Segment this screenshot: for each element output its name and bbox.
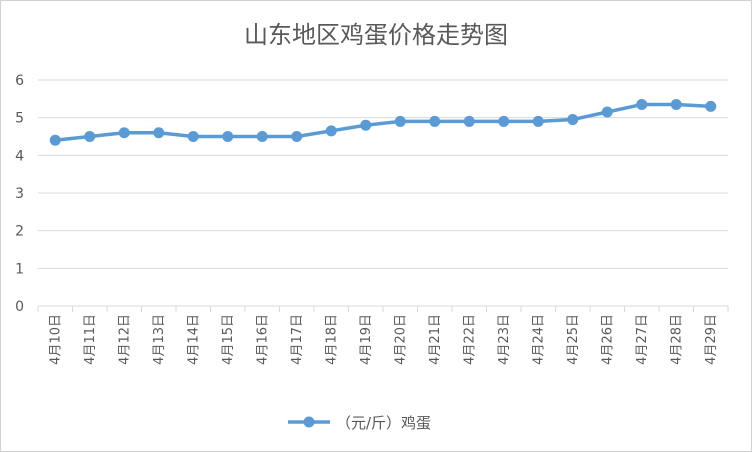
x-axis: 4月10日 4月11日 4月12日 4月13日 4月14日 4月15日 4月16日 4月17日… [37,306,729,365]
x-tick-label: 4月17日 [290,314,305,365]
data-point [222,131,234,142]
x-tick-label: 4月25日 [566,314,581,365]
x-tick-label: 4月29日 [704,314,719,365]
data-point [325,125,337,137]
x-tick-label: 4月10日 [48,314,63,365]
x-tick-label: 4月14日 [186,314,201,365]
data-point [187,131,199,142]
data-point [636,98,648,110]
grid-lines [38,79,728,307]
data-point [429,115,441,127]
x-tick-label: 4月16日 [255,314,270,365]
data-point [532,115,544,127]
legend-label: （元/斤）鸡蛋 [336,414,431,432]
x-tick-label: 4月20日 [393,314,408,365]
data-point [256,131,268,142]
data-point [705,100,717,112]
x-tick-label: 4月11日 [83,314,98,365]
data-point [84,131,96,142]
y-tick-label: 0 [15,299,24,315]
x-tick-label: 4月28日 [669,314,684,365]
x-tick-label: 4月26日 [600,314,615,365]
x-tick-label: 4月23日 [497,314,512,365]
y-tick-label: 5 [15,111,24,127]
data-point [498,115,510,127]
series-line [53,102,713,143]
y-axis: 0 1 2 3 4 5 6 [15,73,24,315]
legend-marker [303,416,315,428]
y-tick-label: 3 [15,186,24,202]
data-point [360,119,372,131]
data-point [153,127,165,139]
x-tick-label: 4月13日 [152,314,167,365]
x-tick-label: 4月27日 [635,314,650,365]
x-tick-label: 4月12日 [117,314,132,365]
data-point [49,134,61,146]
x-tick-label: 4月18日 [324,314,339,365]
y-tick-label: 1 [15,261,24,277]
data-point [291,131,303,142]
legend: （元/斤）鸡蛋 [288,414,431,432]
data-point [601,106,613,118]
data-point [567,114,579,126]
chart-title: 山东地区鸡蛋价格走势图 [244,21,508,49]
data-point [463,115,475,127]
x-tick-label: 4月21日 [428,314,443,365]
x-tick-label: 4月15日 [221,314,236,365]
x-tick-label: 4月19日 [359,314,374,365]
y-tick-label: 4 [15,148,24,164]
data-point [670,98,682,110]
x-tick-label: 4月24日 [531,314,546,365]
plot-area [49,98,717,146]
data-point [394,115,406,127]
data-point [118,127,130,139]
y-tick-label: 6 [15,73,24,89]
x-tick-label: 4月22日 [462,314,477,365]
y-tick-label: 2 [15,224,24,240]
